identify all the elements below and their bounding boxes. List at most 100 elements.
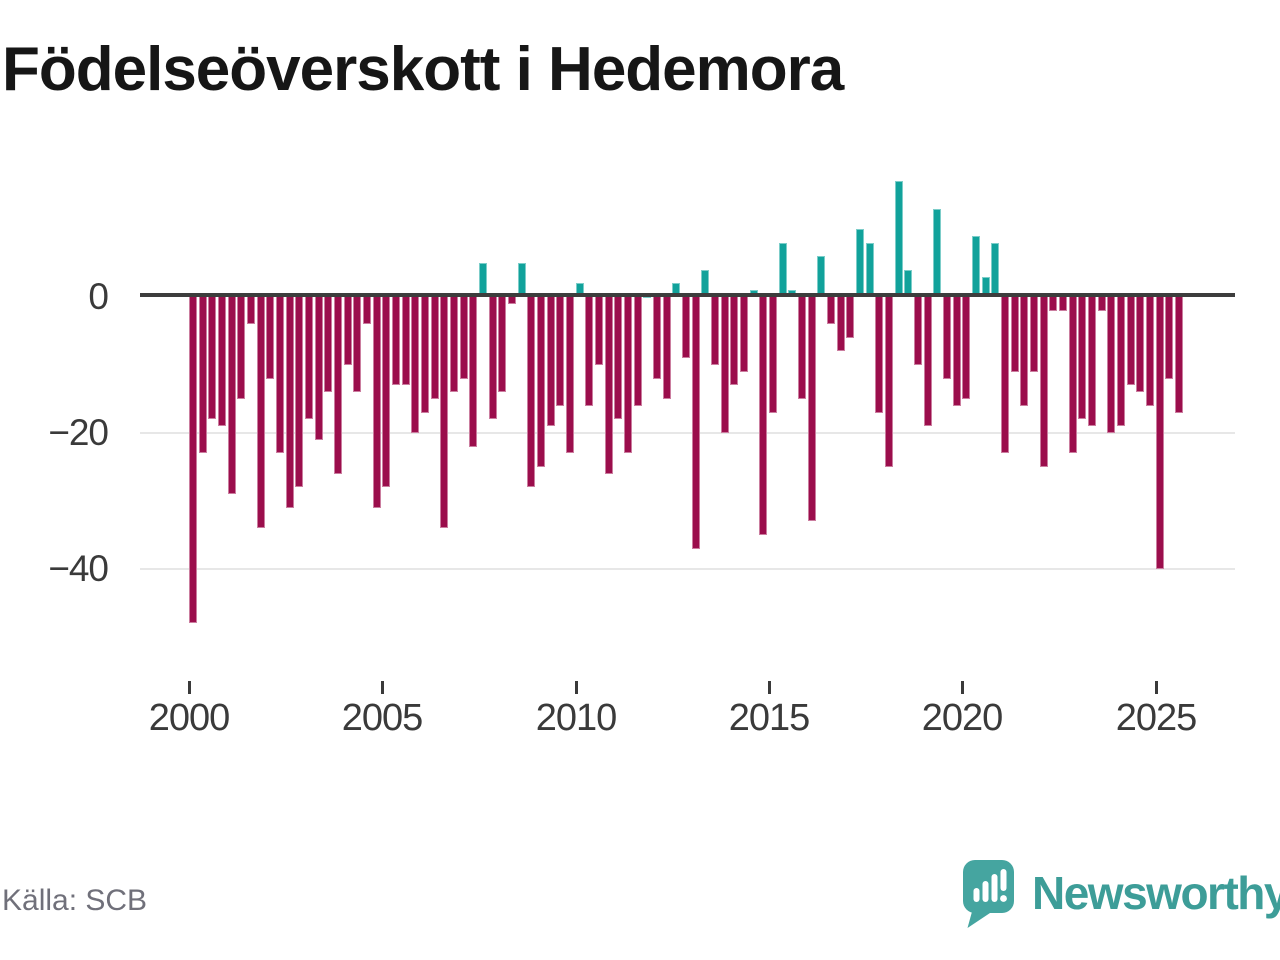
- bar-2020-q2: [972, 236, 980, 297]
- bar-2014-q1: [730, 297, 738, 385]
- bar-2008-q2: [508, 297, 516, 304]
- bar-2006-q2: [431, 297, 439, 399]
- x-axis-label-2020: 2020: [921, 697, 1004, 739]
- newsworthy-logo-text: Newsworthy: [1032, 867, 1280, 919]
- bar-2019-q3: [943, 297, 951, 379]
- bar-2014-q4: [759, 297, 767, 535]
- bar-2023-q1: [1078, 297, 1086, 419]
- bar-2012-q1: [653, 297, 661, 379]
- bar-2009-q2: [547, 297, 555, 426]
- bar-2017-q3: [866, 243, 874, 297]
- newsworthy-logo: Newsworthy: [962, 858, 1280, 930]
- bar-2015-q1: [769, 297, 777, 413]
- bar-2018-q2: [895, 181, 903, 297]
- bar-2016-q2: [817, 256, 825, 297]
- y-axis-label-0: 0: [88, 276, 109, 317]
- bar-2016-q3: [827, 297, 835, 324]
- bar-2011-q2: [624, 297, 632, 453]
- bar-2005-q4: [411, 297, 419, 433]
- bar-2018-q3: [904, 270, 912, 297]
- bar-2007-q2: [469, 297, 477, 447]
- x-axis-tick-2015: [768, 681, 771, 694]
- bar-2001-q3: [247, 297, 255, 324]
- bar-2021-q3: [1020, 297, 1028, 406]
- bar-2023-q2: [1088, 297, 1096, 426]
- bar-2024-q2: [1127, 297, 1135, 385]
- bar-2003-q3: [324, 297, 332, 392]
- bar-2007-q4: [489, 297, 497, 419]
- bar-2016-q1: [808, 297, 816, 521]
- bar-2025-q3: [1175, 297, 1183, 413]
- bar-2007-q1: [460, 297, 468, 379]
- bar-2011-q3: [634, 297, 642, 406]
- bar-2015-q2: [779, 243, 787, 297]
- bar-2003-q4: [334, 297, 342, 474]
- bar-2022-q2: [1049, 297, 1057, 311]
- bar-2010-q1: [576, 283, 584, 297]
- gridline--20: [140, 431, 1235, 434]
- x-axis-tick-2025: [1155, 681, 1158, 694]
- bar-2005-q3: [402, 297, 410, 385]
- bar-2012-q4: [682, 297, 690, 358]
- bar-2009-q4: [566, 297, 574, 453]
- bar-2000-q2: [199, 297, 207, 453]
- bar-2004-q4: [373, 297, 381, 508]
- bar-2010-q4: [605, 297, 613, 474]
- bar-2000-q3: [208, 297, 216, 419]
- bar-2003-q2: [315, 297, 323, 440]
- bar-2025-q1: [1156, 297, 1164, 569]
- bar-2011-q4: [643, 297, 651, 298]
- bar-2002-q4: [295, 297, 303, 487]
- bar-2004-q2: [353, 297, 361, 392]
- x-axis-label-2025: 2025: [1115, 697, 1198, 739]
- bar-2021-q4: [1030, 297, 1038, 372]
- zero-axis-line: [140, 293, 1235, 297]
- x-axis-label-2010: 2010: [535, 697, 618, 739]
- y-axis-label--20: −20: [48, 412, 109, 453]
- bar-2024-q3: [1136, 297, 1144, 392]
- bar-2006-q1: [421, 297, 429, 413]
- bar-2021-q2: [1011, 297, 1019, 372]
- bar-2008-q3: [518, 263, 526, 297]
- bar-2013-q4: [721, 297, 729, 433]
- bar-2005-q1: [382, 297, 390, 487]
- bar-2020-q3: [982, 277, 990, 297]
- gridline--40: [140, 567, 1235, 570]
- bar-2002-q1: [266, 297, 274, 379]
- x-axis-label-2015: 2015: [728, 697, 811, 739]
- bar-2023-q3: [1098, 297, 1106, 311]
- bar-2009-q1: [537, 297, 545, 467]
- bar-2008-q1: [498, 297, 506, 392]
- bar-2021-q1: [1001, 297, 1009, 453]
- bar-2018-q1: [885, 297, 893, 467]
- bar-2012-q2: [663, 297, 671, 399]
- bar-2013-q1: [692, 297, 700, 549]
- bar-2001-q4: [257, 297, 265, 528]
- bar-2012-q3: [672, 283, 680, 297]
- bar-2007-q3: [479, 263, 487, 297]
- bar-2004-q1: [344, 297, 352, 365]
- bar-2001-q2: [237, 297, 245, 399]
- chart-title: Födelseöverskott i Hedemora: [2, 35, 844, 104]
- bar-2008-q4: [527, 297, 535, 487]
- x-axis-tick-2020: [961, 681, 964, 694]
- y-axis-label--40: −40: [48, 548, 109, 589]
- bar-2020-q1: [962, 297, 970, 399]
- bar-2000-q4: [218, 297, 226, 426]
- bar-2010-q3: [595, 297, 603, 365]
- bar-2013-q2: [701, 270, 709, 297]
- bar-2000-q1: [189, 297, 197, 623]
- bar-2022-q3: [1059, 297, 1067, 311]
- bar-2002-q3: [286, 297, 294, 508]
- bar-2003-q1: [305, 297, 313, 419]
- x-axis-label-2000: 2000: [148, 697, 231, 739]
- bar-2017-q2: [856, 229, 864, 297]
- bar-2002-q2: [276, 297, 284, 453]
- bar-2020-q4: [991, 243, 999, 297]
- bar-2025-q2: [1165, 297, 1173, 379]
- bar-2006-q3: [440, 297, 448, 528]
- bar-2001-q1: [228, 297, 236, 494]
- bar-2019-q4: [953, 297, 961, 406]
- x-axis-tick-2010: [575, 681, 578, 694]
- bar-2017-q4: [875, 297, 883, 413]
